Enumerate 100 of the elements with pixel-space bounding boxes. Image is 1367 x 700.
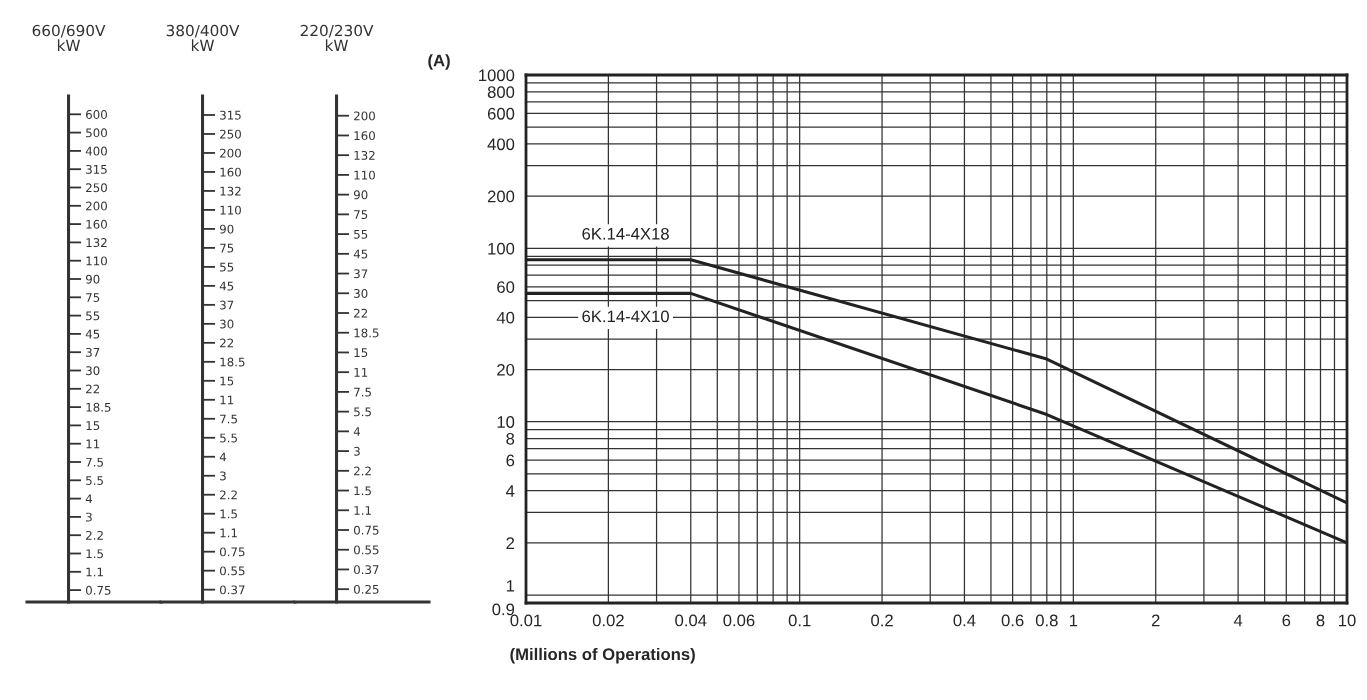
- category-label: 11: [86, 439, 100, 449]
- x-tick-label: 10: [1339, 614, 1356, 627]
- category-label: 110: [86, 256, 107, 266]
- category-label: 0.37: [353, 565, 379, 575]
- x-tick-label: 0.6: [1001, 614, 1024, 627]
- category-label: 22: [354, 308, 368, 318]
- category-label: 18.5: [354, 328, 379, 338]
- category-label: 4: [85, 494, 93, 504]
- category-label: 200: [354, 111, 375, 121]
- category-label: 1.5: [86, 549, 103, 559]
- y-tick-label: 800: [487, 86, 515, 98]
- text: 660/690V kW: [32, 24, 106, 51]
- y-tick-label: 4: [506, 485, 515, 497]
- y-tick-label: 600: [487, 107, 515, 120]
- x-tick-label: 0.02: [592, 614, 624, 627]
- x-tick-label: 0.06: [723, 614, 755, 627]
- category-label: 0.37: [219, 585, 245, 595]
- category-label: 200: [86, 201, 107, 211]
- category-label: 110: [354, 170, 375, 180]
- category-label: 3: [354, 446, 360, 456]
- category-label: 2.2: [220, 490, 237, 500]
- x-tick-label: 0.04: [675, 614, 707, 627]
- category-label: 160: [354, 131, 375, 141]
- category-label: 1.1: [86, 567, 103, 577]
- x-tick-label: 2: [1151, 614, 1160, 627]
- category-label: 132: [354, 150, 375, 160]
- category-label: 110: [220, 205, 241, 215]
- category-label: 45: [353, 249, 368, 259]
- x-tick-label: 6: [1282, 614, 1291, 627]
- y-axis-title: (A): [428, 54, 450, 70]
- series-label: 6K.14-4X18: [582, 227, 669, 240]
- x-tick-label: 0.4: [953, 614, 976, 627]
- category-label: 18.5: [220, 357, 245, 367]
- category-label: 15: [86, 421, 100, 431]
- category-label: 1.5: [220, 509, 237, 519]
- y-tick-label: 10: [497, 416, 515, 428]
- category-label: 5.5: [220, 433, 237, 443]
- category-label: 5.5: [354, 407, 371, 417]
- category-label: 7.5: [220, 414, 237, 424]
- category-label: 2.2: [86, 530, 103, 540]
- category-label: 75: [354, 210, 368, 220]
- category-label: 75: [86, 293, 100, 302]
- category-label: 7.5: [354, 387, 371, 397]
- category-label: 0.55: [353, 545, 379, 555]
- y-tick-label: 20: [497, 363, 515, 376]
- category-label: 37: [86, 347, 100, 357]
- category-label: 132: [220, 186, 241, 196]
- category-label: 7.5: [86, 457, 103, 467]
- category-label: 55: [354, 229, 368, 239]
- y-tick-label: 400: [487, 138, 515, 151]
- y-tick-label: 2: [506, 537, 515, 549]
- category-label: 200: [220, 148, 241, 158]
- category-label: 315: [86, 164, 107, 174]
- y-tick-label: 8: [506, 432, 515, 445]
- category-label: 0.75: [353, 525, 379, 535]
- x-tick-label: 1: [1069, 614, 1078, 627]
- y-tick-label: 1000: [479, 69, 515, 82]
- x-tick-label: 4: [1233, 614, 1243, 627]
- category-label: 400: [85, 146, 107, 156]
- text: 220/230V kW: [300, 24, 374, 51]
- category-label: 5.5: [86, 476, 103, 485]
- category-label: 15: [220, 376, 234, 386]
- category-label: 90: [85, 274, 100, 284]
- category-label: 0.75: [85, 585, 111, 595]
- category-label: 55: [220, 262, 234, 272]
- category-label: 250: [220, 129, 241, 139]
- category-label: 18.5: [86, 402, 111, 412]
- y-tick-label: 6: [506, 454, 515, 467]
- y-tick-label: 60: [497, 281, 515, 294]
- category-label: 500: [86, 128, 107, 138]
- category-label: 315: [220, 110, 241, 120]
- category-label: 1.1: [354, 506, 371, 515]
- category-label: 600: [86, 110, 107, 119]
- y-tick-label: 200: [487, 190, 515, 203]
- category-label: 37: [220, 300, 234, 310]
- category-label: 90: [353, 190, 368, 200]
- category-label: 2.2: [354, 466, 371, 476]
- category-label: 132: [86, 238, 107, 248]
- x-tick-label: 0.8: [1035, 614, 1058, 627]
- category-label: 4: [219, 452, 227, 462]
- category-label: 250: [86, 183, 107, 193]
- series-label: 6K.14-4X10: [582, 310, 669, 323]
- category-label: 160: [220, 167, 241, 177]
- category-label: 11: [354, 368, 368, 377]
- category-label: 45: [219, 281, 234, 291]
- category-label: 45: [85, 329, 100, 339]
- x-tick-label: 8: [1316, 614, 1325, 627]
- category-label: 0.55: [219, 566, 245, 576]
- y-tick-label: 100: [488, 242, 515, 255]
- category-label: 160: [86, 219, 107, 229]
- category-label: 1.5: [354, 486, 371, 496]
- x-tick-label: 0.2: [871, 614, 893, 627]
- text: 380/400V kW: [166, 24, 240, 51]
- y-tick-label: 40: [496, 311, 515, 324]
- category-label: 90: [219, 224, 234, 234]
- category-label: 3: [86, 512, 92, 522]
- category-label: 0.25: [353, 584, 379, 594]
- category-label: 30: [220, 319, 234, 329]
- category-label: 37: [354, 269, 368, 279]
- category-label: 30: [354, 288, 368, 298]
